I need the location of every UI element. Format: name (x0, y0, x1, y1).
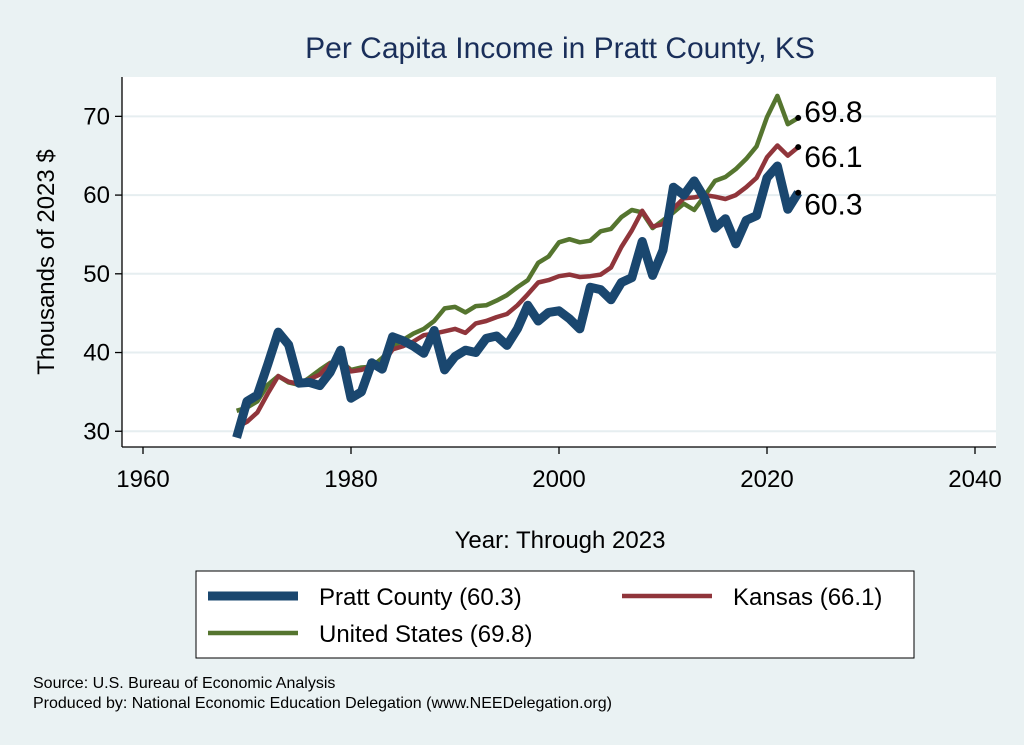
chart-title: Per Capita Income in Pratt County, KS (305, 32, 815, 65)
x-tick-label-2: 2000 (532, 466, 585, 493)
x-tick-label-3: 2020 (740, 466, 793, 493)
legend-label-2: United States (69.8) (319, 621, 532, 648)
y-axis-title: Thousands of 2023 $ (33, 149, 60, 375)
end-label-0: 60.3 (804, 189, 862, 222)
y-tick-label-1: 40 (83, 340, 110, 367)
plot-area (122, 77, 996, 447)
axes: 30 40 50 60 70 1960 1980 2000 2020 2040 (83, 77, 1002, 493)
x-tick-label-0: 1960 (116, 466, 169, 493)
source-note: Source: U.S. Bureau of Economic Analysis (33, 675, 335, 692)
x-axis-title: Year: Through 2023 (455, 527, 666, 554)
end-marker-2 (795, 114, 802, 121)
y-tick-label-2: 50 (83, 261, 110, 288)
series-lines (232, 93, 803, 439)
end-labels: 60.3 66.1 69.8 (795, 96, 863, 222)
x-tick-label-4: 2040 (948, 466, 1001, 493)
series-line-0 (232, 161, 803, 439)
produced-by-note: Produced by: National Economic Education… (33, 695, 612, 712)
end-marker-1 (795, 144, 802, 151)
y-tick-label-3: 60 (83, 182, 110, 209)
y-tick-label-4: 70 (83, 103, 110, 130)
x-tick-label-1: 1980 (324, 466, 377, 493)
legend: Pratt County (60.3) Kansas (66.1) United S… (195, 570, 915, 659)
end-label-1: 66.1 (804, 141, 862, 174)
end-label-2: 69.8 (804, 96, 862, 129)
legend-box (195, 570, 915, 659)
y-tick-label-0: 30 (83, 418, 110, 445)
end-marker-0 (795, 189, 802, 196)
legend-label-1: Kansas (66.1) (733, 584, 882, 611)
legend-label-0: Pratt County (60.3) (319, 584, 522, 611)
legend-entries: Pratt County (60.3) Kansas (66.1) United S… (208, 584, 882, 648)
